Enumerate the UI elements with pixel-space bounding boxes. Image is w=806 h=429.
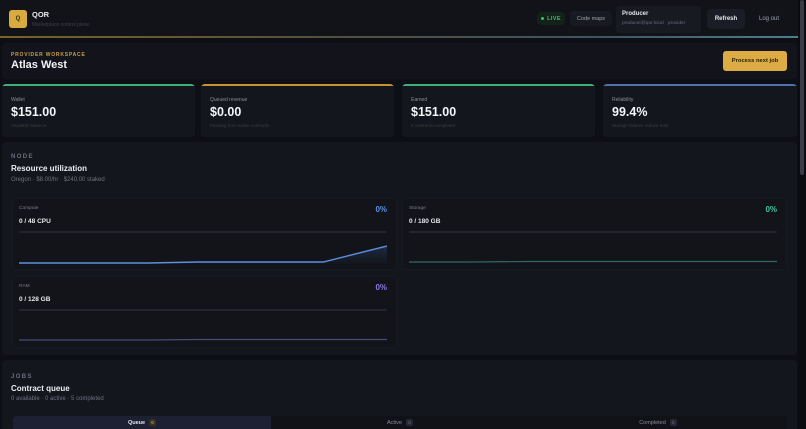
tab-active[interactable]: Active 0: [271, 416, 529, 429]
node-panel: NODE Resource utilization Oregon · $8.00…: [2, 142, 797, 355]
resource-progress-track: [409, 231, 777, 233]
resource-progress-track: [19, 231, 387, 233]
stat-card-queued-revenue: Queued revenue $0.00 Pending from active…: [201, 84, 394, 137]
jobs-tabs: Queue 0 Active 0 Completed 5: [13, 416, 787, 429]
live-dot-icon: [541, 17, 545, 20]
brand-subtitle: Marketplace control plane: [32, 22, 90, 28]
tab-completed[interactable]: Completed 5: [529, 416, 787, 429]
stat-value: $0.00: [210, 105, 242, 119]
stat-card-reliability: Reliability 99.4% Storage failures reduc…: [603, 84, 797, 137]
resource-percent: 0%: [765, 205, 777, 214]
resource-value: 0 / 180 GB: [409, 218, 441, 225]
stat-value: 99.4%: [612, 105, 648, 119]
tab-count-badge: 5: [669, 419, 677, 426]
stat-accent-bar: [603, 84, 797, 86]
live-status-badge: LIVE: [537, 12, 565, 25]
user-email: producer@qor.local · provider: [622, 21, 686, 26]
code-maps-button[interactable]: Code maps: [570, 11, 612, 26]
stat-subtext: Available balance: [11, 123, 47, 128]
jobs-subtitle: 0 available · 0 active · 5 completed: [11, 396, 104, 402]
top-header: Q QOR Marketplace control plane LIVE Cod…: [0, 0, 798, 38]
stat-subtext: Pending from active contracts: [210, 123, 270, 128]
stat-card-wallet: Wallet $151.00 Available balance: [2, 84, 195, 137]
resource-card-ram: RAM 0 / 128 GB 0%: [12, 276, 397, 348]
logout-button[interactable]: Log out: [758, 16, 780, 22]
node-eyebrow: NODE: [11, 154, 34, 160]
workspace-title: Atlas West: [11, 59, 68, 71]
jobs-eyebrow: JOBS: [11, 374, 33, 380]
tab-label: Queue: [127, 419, 146, 426]
resource-label: Compute: [19, 206, 39, 211]
tab-count-badge: 0: [405, 419, 413, 426]
user-name: Producer: [622, 11, 649, 17]
stat-accent-bar: [2, 84, 195, 86]
workspace-eyebrow: PROVIDER WORKSPACE: [11, 52, 86, 58]
resource-card-storage: Storage 0 / 180 GB 0%: [402, 198, 787, 270]
stat-card-earned: Earned $151.00 5 contracts completed: [402, 84, 595, 137]
node-subtitle: Oregon · $8.00/hr · $240.00 staked: [11, 177, 105, 183]
tab-count-badge: 0: [149, 419, 157, 426]
stat-value: $151.00: [411, 105, 457, 119]
logo-letter: Q: [15, 16, 21, 22]
resource-label: RAM: [19, 284, 30, 289]
page-scrollbar[interactable]: [798, 0, 806, 429]
stat-subtext: Storage failures reduce trust: [612, 123, 669, 128]
process-next-job-button[interactable]: Process next job: [723, 51, 787, 71]
brand-logo-icon: Q: [9, 10, 27, 28]
stat-label: Earned: [411, 97, 428, 103]
resource-label: Storage: [409, 206, 426, 211]
resource-progress-track: [19, 309, 387, 311]
scrollbar-thumb[interactable]: [800, 0, 804, 175]
header-divider: [0, 36, 798, 38]
ram-sparkline: [19, 313, 387, 343]
stat-label: Wallet: [11, 97, 25, 103]
stat-label: Queued revenue: [210, 97, 248, 103]
resource-value: 0 / 128 GB: [19, 296, 51, 303]
resource-percent: 0%: [375, 205, 387, 214]
jobs-title: Contract queue: [11, 384, 70, 393]
user-account-box[interactable]: Producer producer@qor.local · provider: [616, 6, 701, 33]
resource-value: 0 / 48 CPU: [19, 218, 51, 225]
stat-accent-bar: [402, 84, 595, 86]
storage-sparkline: [409, 235, 777, 265]
tab-label: Completed: [639, 419, 666, 426]
tab-queue[interactable]: Queue 0: [13, 416, 271, 429]
refresh-button[interactable]: Refresh: [707, 9, 745, 29]
resource-percent: 0%: [375, 283, 387, 292]
node-title: Resource utilization: [11, 164, 88, 173]
workspace-bar: PROVIDER WORKSPACE Atlas West Process ne…: [2, 43, 797, 79]
stat-value: $151.00: [11, 105, 57, 119]
stat-accent-bar: [201, 84, 394, 86]
stat-subtext: 5 contracts completed: [411, 123, 456, 128]
tab-label: Active: [387, 419, 402, 426]
compute-sparkline: [19, 235, 387, 265]
brand-name: QOR: [32, 10, 50, 19]
resource-card-compute: Compute 0 / 48 CPU 0%: [12, 198, 397, 270]
stat-label: Reliability: [612, 97, 634, 103]
live-label: LIVE: [547, 15, 561, 22]
